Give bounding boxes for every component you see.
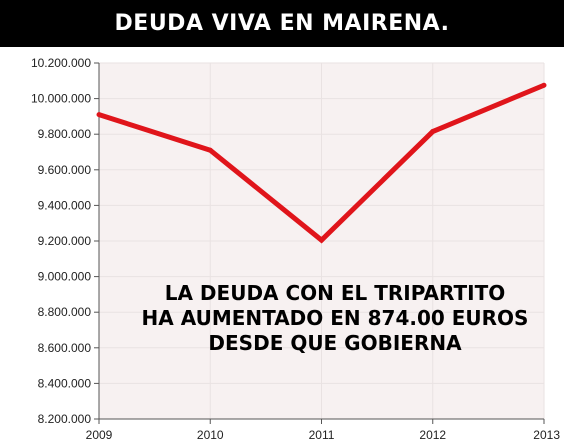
- y-tick-label: 10.200.000: [31, 56, 91, 70]
- data-point: [96, 112, 102, 118]
- y-tick-label: 9.800.000: [38, 127, 92, 141]
- chart-title: DEUDA VIVA EN MAIRENA.: [0, 0, 564, 47]
- x-tick-label: 2010: [197, 428, 224, 442]
- annotation-line-2: HA AUMENTADO EN 874.00 EUROS: [141, 306, 529, 330]
- y-axis-ticks: 8.200.000 8.400.000 8.600.000 8.800.000 9.00…: [31, 56, 99, 426]
- y-tick-label: 8.800.000: [38, 305, 92, 319]
- chart-annotation: LA DEUDA CON EL TRIPARTITO HA AUMENTADO …: [100, 281, 564, 356]
- series-group: [96, 82, 547, 244]
- x-axis-ticks: 2009 2010 2011 2012 2013: [86, 419, 560, 442]
- data-point: [430, 129, 436, 135]
- y-tick-label: 9.400.000: [38, 198, 92, 212]
- grid-lines: [98, 62, 545, 420]
- y-tick-label: 9.000.000: [38, 270, 92, 284]
- y-tick-label: 9.600.000: [38, 163, 92, 177]
- annotation-line-3: DESDE QUE GOBIERNA: [208, 331, 462, 355]
- x-tick-label: 2012: [419, 428, 446, 442]
- y-tick-label: 9.200.000: [38, 234, 92, 248]
- y-tick-label: 8.400.000: [38, 376, 92, 390]
- y-tick-label: 10.000.000: [31, 92, 91, 106]
- annotation-line-1: LA DEUDA CON EL TRIPARTITO: [164, 281, 506, 305]
- x-tick-label: 2009: [86, 428, 113, 442]
- y-tick-label: 8.600.000: [38, 341, 92, 355]
- x-tick-label: 2011: [309, 428, 335, 442]
- data-point: [541, 82, 547, 88]
- y-tick-label: 8.200.000: [38, 412, 92, 426]
- data-point: [207, 147, 213, 153]
- data-point: [319, 237, 324, 243]
- x-tick-label: 2013: [533, 428, 560, 442]
